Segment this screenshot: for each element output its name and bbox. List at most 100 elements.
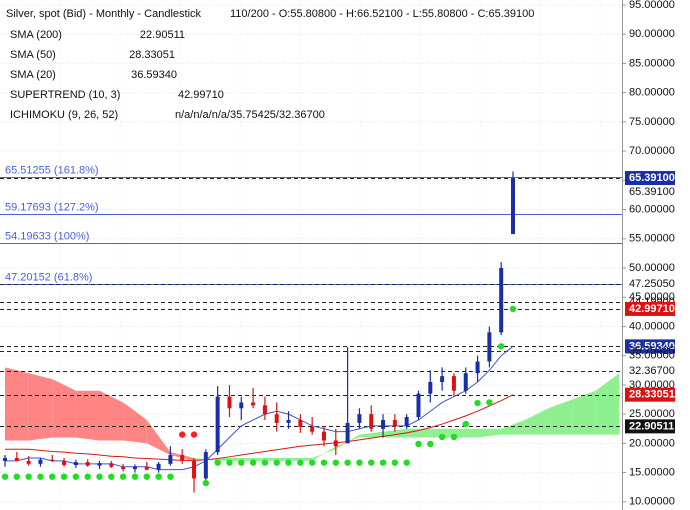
fib-label: 54.19633 (100%): [5, 230, 89, 242]
y-tick-label: 20.00000: [629, 437, 675, 449]
ichimoku-cloud: [548, 399, 573, 435]
ichimoku-cloud: [595, 373, 620, 435]
supertrend-dot: [238, 459, 245, 466]
candle-body: [345, 422, 350, 444]
price-label: 35.75425: [629, 345, 675, 357]
ichimoku-cloud: [28, 373, 53, 441]
indicator-name: ICHIMOKU (9, 26, 52): [10, 109, 118, 121]
supertrend-dot: [356, 459, 363, 466]
ichimoku-cloud: [453, 428, 478, 438]
supertrend-dot: [509, 305, 517, 313]
candle-body: [262, 405, 267, 415]
y-tick-label: 85.00000: [629, 57, 675, 69]
price-label-bg: [625, 301, 675, 316]
candle-body: [392, 419, 397, 426]
fib-label: 59.17693 (127.2%): [5, 201, 99, 213]
ichimoku-cloud: [572, 390, 596, 435]
candle-body: [97, 463, 102, 466]
candle-body: [239, 402, 244, 409]
indicator-name: SUPERTREND (10, 3): [10, 89, 120, 101]
ichimoku-cloud: [524, 408, 549, 435]
ichimoku-cloud: [52, 379, 76, 438]
ichimoku-cloud: [217, 457, 242, 461]
plot-layer: [0, 171, 622, 493]
supertrend-dot: [1, 473, 9, 480]
supertrend-dot: [297, 459, 304, 466]
y-tick-label: 25.00000: [629, 408, 675, 420]
supertrend-dot: [60, 473, 68, 480]
supertrend-dot: [13, 473, 21, 480]
ichimoku-cloud: [406, 428, 431, 438]
candle-body: [180, 455, 185, 461]
candle-body: [121, 466, 126, 470]
candle-body: [215, 396, 220, 453]
ichimoku-cloud: [75, 390, 100, 441]
y-tick-label: 55.00000: [629, 233, 675, 245]
supertrend-dot: [403, 459, 410, 466]
supertrend-dot: [368, 459, 375, 466]
sma-line: [5, 394, 514, 461]
supertrend-dot: [462, 420, 469, 428]
price-label-bg: [625, 419, 675, 434]
ichimoku-cloud: [5, 367, 29, 441]
ichimoku-cloud: [335, 434, 360, 450]
candle-body: [381, 419, 386, 429]
supertrend-dot: [415, 440, 422, 448]
candle-body: [499, 268, 504, 333]
supertrend-dot: [261, 459, 269, 466]
indicator-value: 28.33051: [129, 49, 175, 61]
indicator-value: 36.59340: [131, 69, 177, 81]
supertrend-dot: [179, 431, 186, 438]
candle-body: [487, 332, 492, 362]
background-layer: [0, 0, 626, 510]
y-tick-label: 15.00000: [629, 466, 675, 478]
candle-body: [428, 381, 433, 394]
candle-body: [227, 396, 232, 409]
candle-body: [168, 455, 173, 464]
candle-body: [333, 440, 338, 447]
candle-body: [475, 361, 480, 374]
candle-body: [511, 178, 515, 235]
supertrend-dot: [438, 433, 446, 441]
supertrend-dot: [285, 459, 292, 466]
ichimoku-cloud: [312, 446, 336, 461]
ichimoku-cloud: [359, 431, 384, 438]
supertrend-dot: [379, 459, 387, 466]
supertrend-dot: [155, 473, 162, 480]
ichimoku-cloud: [99, 390, 124, 441]
candle-body: [298, 419, 303, 427]
price-label-bg: [625, 387, 675, 402]
ichimoku-cloud: [477, 428, 502, 438]
y-tick-label: 40.00000: [629, 320, 675, 332]
candle-body: [274, 414, 279, 423]
supertrend-dot: [37, 473, 44, 480]
supertrend-dot: [108, 473, 115, 480]
candle-body: [440, 376, 445, 382]
candle-body: [132, 466, 137, 470]
price-label: 36.59340: [629, 340, 675, 352]
ichimoku-cloud: [430, 428, 454, 438]
candle-body: [85, 462, 90, 466]
supertrend-dot: [427, 440, 434, 448]
ichimoku-cloud: [241, 457, 265, 461]
y-tick-label: 10.00000: [629, 496, 675, 508]
supertrend-dot: [72, 473, 80, 480]
candle-body: [38, 459, 43, 464]
supertrend-dot: [96, 473, 103, 480]
ichimoku-cloud: [146, 419, 171, 456]
y-tick-label: 75.00000: [629, 116, 675, 128]
candle-body: [203, 452, 208, 479]
supertrend-dot: [226, 459, 233, 466]
y-tick-label: 80.00000: [629, 87, 675, 99]
fib-label: 47.20152 (61.8%): [5, 271, 92, 283]
indicator-name: SMA (20): [10, 69, 56, 81]
price-label: 42.99710: [629, 303, 675, 315]
ichimoku-cloud: [501, 419, 525, 435]
ohlc-readout: 110/200 - O:55.80800 - H:66.52100 - L:55…: [230, 8, 534, 20]
price-label: 28.33051: [629, 389, 675, 401]
y-tick-label: 70.00000: [629, 145, 675, 157]
candle-body: [416, 393, 421, 418]
price-label: 32.36700: [629, 365, 675, 377]
supertrend-dot: [497, 343, 505, 350]
